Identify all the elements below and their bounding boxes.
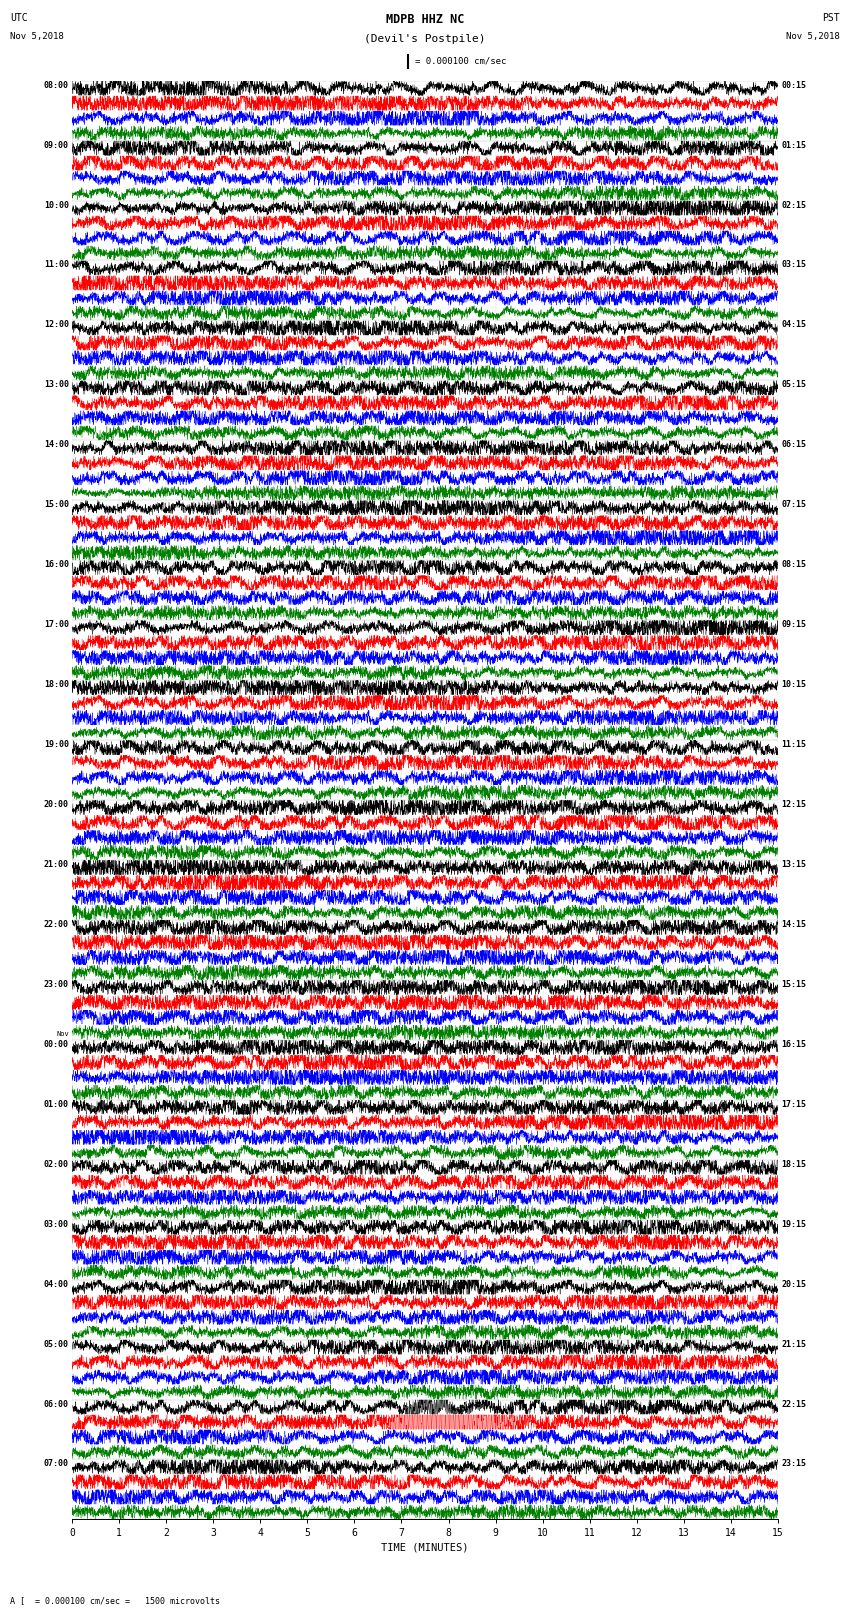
Text: 11:00: 11:00: [44, 260, 69, 269]
Text: 09:00: 09:00: [44, 140, 69, 150]
Text: 14:00: 14:00: [44, 440, 69, 450]
Text: PST: PST: [822, 13, 840, 23]
Text: (Devil's Postpile): (Devil's Postpile): [365, 34, 485, 44]
Text: 14:15: 14:15: [781, 919, 806, 929]
Text: 11:15: 11:15: [781, 740, 806, 748]
Text: 12:00: 12:00: [44, 321, 69, 329]
Text: 13:15: 13:15: [781, 860, 806, 869]
Text: 01:15: 01:15: [781, 140, 806, 150]
Text: 10:15: 10:15: [781, 681, 806, 689]
Text: 21:15: 21:15: [781, 1339, 806, 1348]
Text: 15:15: 15:15: [781, 981, 806, 989]
Text: 20:15: 20:15: [781, 1279, 806, 1289]
Text: 03:15: 03:15: [781, 260, 806, 269]
Text: 08:00: 08:00: [44, 81, 69, 90]
Text: 18:15: 18:15: [781, 1160, 806, 1169]
Text: 08:15: 08:15: [781, 560, 806, 569]
Text: 21:00: 21:00: [44, 860, 69, 869]
Text: 05:00: 05:00: [44, 1339, 69, 1348]
Text: 16:15: 16:15: [781, 1040, 806, 1048]
Text: Nov 5,2018: Nov 5,2018: [10, 32, 64, 42]
Text: 07:15: 07:15: [781, 500, 806, 510]
X-axis label: TIME (MINUTES): TIME (MINUTES): [382, 1542, 468, 1553]
Text: 06:00: 06:00: [44, 1400, 69, 1408]
Text: 09:15: 09:15: [781, 621, 806, 629]
Text: MDPB HHZ NC: MDPB HHZ NC: [386, 13, 464, 26]
Text: 13:00: 13:00: [44, 381, 69, 389]
Text: 00:15: 00:15: [781, 81, 806, 90]
Text: A [  = 0.000100 cm/sec =   1500 microvolts: A [ = 0.000100 cm/sec = 1500 microvolts: [10, 1595, 220, 1605]
Text: 03:00: 03:00: [44, 1219, 69, 1229]
Text: = 0.000100 cm/sec: = 0.000100 cm/sec: [415, 56, 506, 66]
Text: 19:00: 19:00: [44, 740, 69, 748]
Text: Nov: Nov: [56, 1031, 69, 1037]
Text: 22:15: 22:15: [781, 1400, 806, 1408]
Text: 05:15: 05:15: [781, 381, 806, 389]
Text: 15:00: 15:00: [44, 500, 69, 510]
Text: 04:00: 04:00: [44, 1279, 69, 1289]
Text: 20:00: 20:00: [44, 800, 69, 810]
Text: 01:00: 01:00: [44, 1100, 69, 1108]
Text: 19:15: 19:15: [781, 1219, 806, 1229]
Text: 10:00: 10:00: [44, 200, 69, 210]
Text: 07:00: 07:00: [44, 1460, 69, 1468]
Text: 17:00: 17:00: [44, 621, 69, 629]
Text: 23:00: 23:00: [44, 981, 69, 989]
Text: 00:00: 00:00: [44, 1040, 69, 1048]
Text: 02:00: 02:00: [44, 1160, 69, 1169]
Text: 06:15: 06:15: [781, 440, 806, 450]
Text: 16:00: 16:00: [44, 560, 69, 569]
Text: 17:15: 17:15: [781, 1100, 806, 1108]
Text: 22:00: 22:00: [44, 919, 69, 929]
Text: 18:00: 18:00: [44, 681, 69, 689]
Text: UTC: UTC: [10, 13, 28, 23]
Text: 23:15: 23:15: [781, 1460, 806, 1468]
Text: 12:15: 12:15: [781, 800, 806, 810]
Text: 02:15: 02:15: [781, 200, 806, 210]
Text: 04:15: 04:15: [781, 321, 806, 329]
Text: Nov 5,2018: Nov 5,2018: [786, 32, 840, 42]
